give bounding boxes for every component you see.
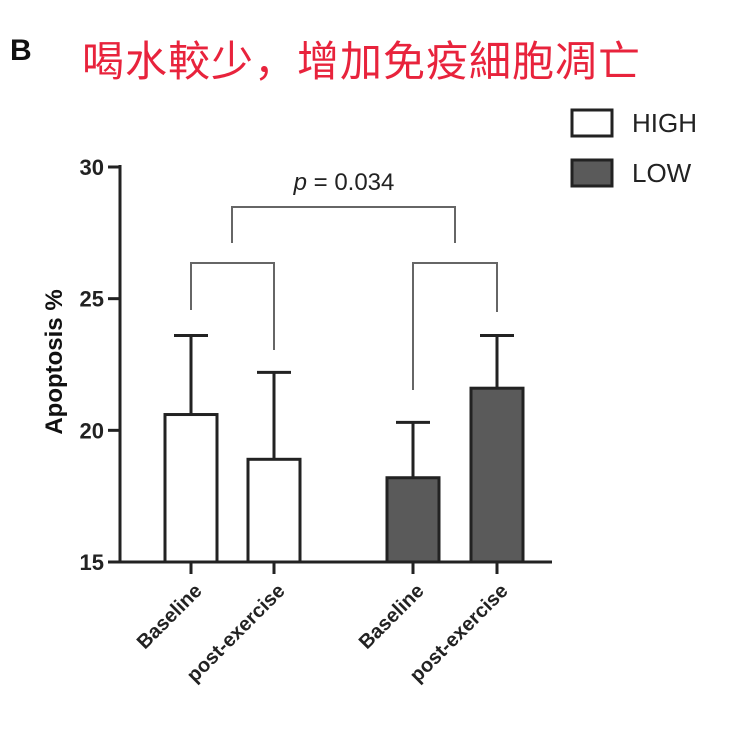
bracket-overall <box>231 206 456 243</box>
y-tick-label: 15 <box>80 550 104 575</box>
headline-title: 喝水較少，增加免疫細胞凋亡 <box>82 37 642 86</box>
bracket-high <box>190 262 275 350</box>
legend-label-low: LOW <box>632 158 692 188</box>
p-value-text: = 0.034 <box>307 169 394 196</box>
panel-label: B <box>10 34 32 67</box>
legend-swatch-low <box>570 158 614 188</box>
y-axis-label: Apoptosis % <box>41 289 68 434</box>
bar-low-post-exercise <box>469 386 525 564</box>
x-tick-label: Baseline <box>133 580 207 654</box>
bar-high-baseline <box>163 413 219 564</box>
legend-label-high: HIGH <box>632 108 697 138</box>
legend-swatch-high <box>570 108 614 138</box>
bars <box>163 334 525 564</box>
y-tick-label: 20 <box>80 418 104 443</box>
x-tick-label: Baseline <box>355 580 429 654</box>
bracket-low <box>412 262 498 390</box>
p-value-symbol: p <box>293 169 307 196</box>
p-value-annotation: p = 0.034 <box>293 169 395 196</box>
legend: HIGH LOW <box>570 108 697 188</box>
comparison-brackets: p = 0.034 <box>190 169 498 390</box>
bar-low-baseline <box>385 476 441 564</box>
y-tick-label: 30 <box>80 155 104 180</box>
bar-high-post-exercise <box>246 457 302 564</box>
y-tick-label: 25 <box>80 287 104 312</box>
